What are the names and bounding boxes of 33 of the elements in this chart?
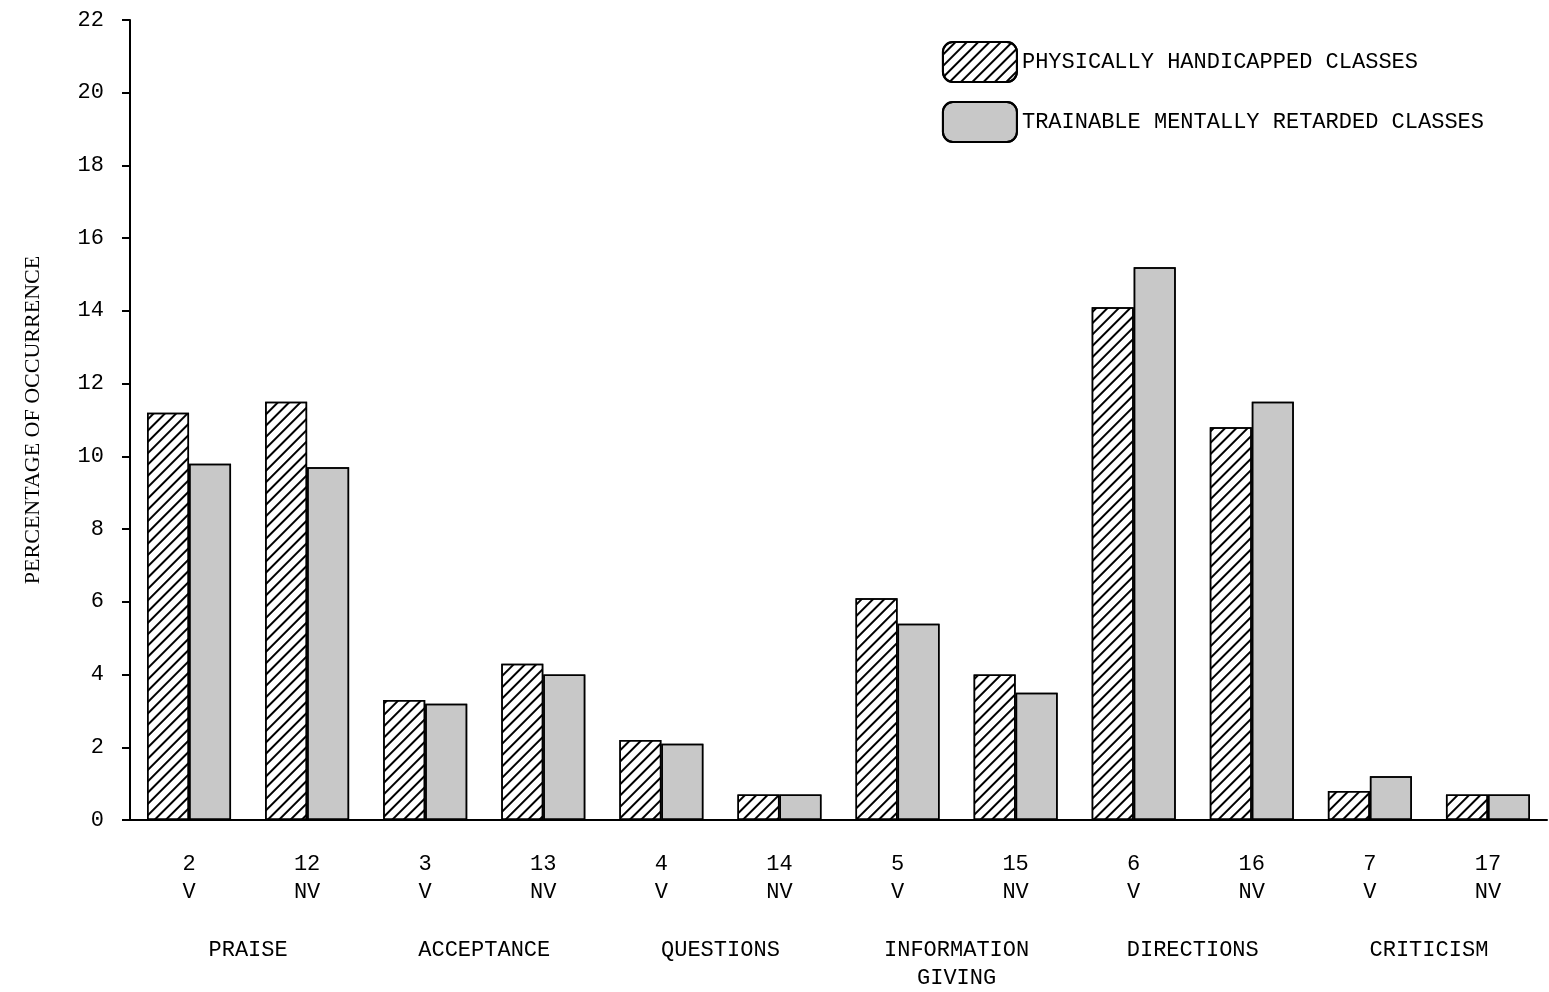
x-tick-label: 4 V	[654, 851, 669, 905]
y-tick-label: 4	[90, 662, 104, 688]
x-tick-label: 12 NV	[293, 851, 322, 905]
y-tick-label: 6	[90, 589, 104, 615]
x-tick-label: 15 NV	[1002, 851, 1030, 905]
y-tick-label: 8	[90, 516, 104, 542]
y-tick-label: 10	[77, 443, 104, 469]
y-axis-title: PERCENTAGE OF OCCURRENCE	[18, 255, 44, 585]
legend-label: PHYSICALLY HANDICAPPED CLASSES	[1021, 49, 1418, 75]
y-tick-label: 18	[77, 152, 104, 178]
x-tick-label: 6 V	[1127, 851, 1142, 905]
y-tick-label: 0	[90, 807, 104, 833]
x-tick-label: 13 NV	[530, 851, 558, 905]
y-tick-label: 16	[77, 225, 104, 251]
y-tick-label: 2	[90, 734, 104, 760]
y-tick-label: 14	[77, 298, 104, 324]
x-tick-label: 3 V	[418, 851, 433, 905]
y-tick-label: 12	[77, 371, 104, 397]
x-tick-label: 14 NV	[766, 851, 794, 905]
x-tick-label: 2 V	[182, 851, 197, 905]
x-tick-label: 5 V	[890, 851, 905, 905]
y-tick-label: 22	[77, 7, 104, 33]
text: DIRECTIONS	[1126, 937, 1259, 963]
text: ACCEPTANCE	[418, 937, 551, 963]
text: QUESTIONS	[661, 937, 780, 963]
x-tick-label: 16 NV	[1238, 851, 1266, 905]
text: CRITICISM	[1369, 937, 1489, 963]
text: PRAISE	[208, 937, 288, 963]
legend-label: TRAINABLE MENTALLY RETARDED CLASSES	[1021, 109, 1484, 135]
x-tick-label: 17 NV	[1474, 851, 1502, 905]
y-tick-label: 20	[77, 80, 104, 106]
x-tick-label: 7 V	[1363, 851, 1378, 905]
text: INFORMATION GIVING	[883, 937, 1030, 991]
